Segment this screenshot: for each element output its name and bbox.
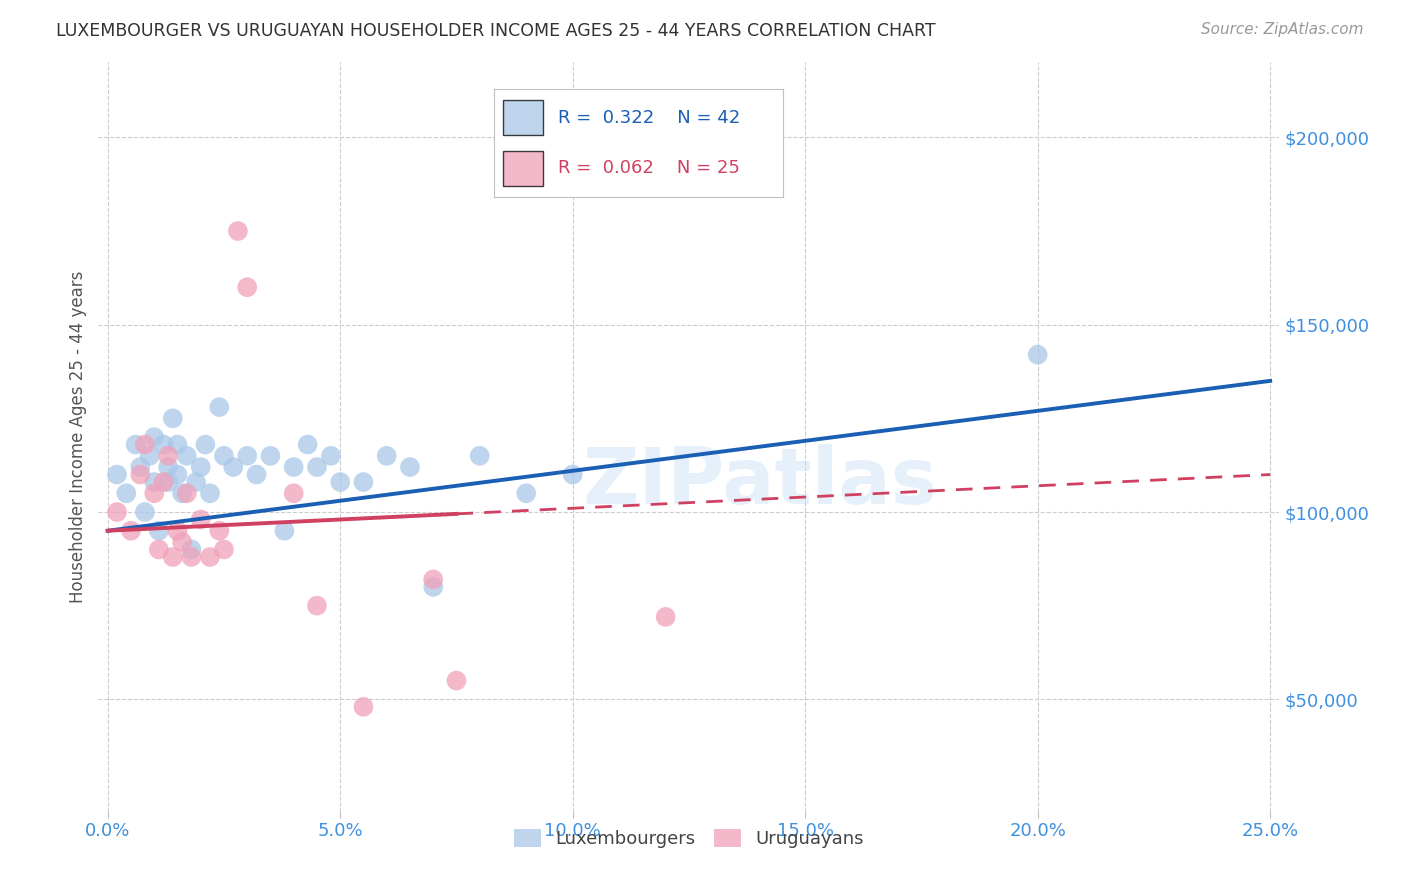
Point <box>148 542 170 557</box>
Point <box>273 524 295 538</box>
Point <box>561 467 583 482</box>
Point <box>222 460 245 475</box>
Point <box>176 486 198 500</box>
Point <box>115 486 138 500</box>
Point <box>152 437 174 451</box>
Point <box>152 475 174 489</box>
Point <box>120 524 142 538</box>
Point <box>375 449 398 463</box>
Point <box>194 437 217 451</box>
Text: Source: ZipAtlas.com: Source: ZipAtlas.com <box>1201 22 1364 37</box>
Point <box>259 449 281 463</box>
Point <box>399 460 422 475</box>
Point <box>208 400 231 414</box>
Point <box>138 449 160 463</box>
Point <box>226 224 249 238</box>
Point <box>212 542 235 557</box>
Point <box>236 449 259 463</box>
Point <box>468 449 491 463</box>
Point <box>172 486 194 500</box>
Point <box>212 449 235 463</box>
Point <box>319 449 342 463</box>
Point <box>105 467 128 482</box>
Point <box>283 486 305 500</box>
Point <box>422 580 444 594</box>
Point <box>190 460 212 475</box>
Point <box>166 524 188 538</box>
Point <box>180 549 202 564</box>
Point <box>129 467 152 482</box>
Point <box>134 505 156 519</box>
Point <box>353 699 375 714</box>
Point <box>129 460 152 475</box>
Point <box>176 449 198 463</box>
Point <box>353 475 375 489</box>
Point <box>124 437 146 451</box>
Text: ZIPatlas: ZIPatlas <box>582 444 938 520</box>
Point <box>148 524 170 538</box>
Y-axis label: Householder Income Ages 25 - 44 years: Householder Income Ages 25 - 44 years <box>69 271 87 603</box>
Point <box>446 673 468 688</box>
Point <box>162 549 184 564</box>
Point <box>654 610 676 624</box>
Point <box>172 535 194 549</box>
Point <box>166 467 188 482</box>
Point <box>184 475 207 489</box>
Point <box>157 460 180 475</box>
Text: LUXEMBOURGER VS URUGUAYAN HOUSEHOLDER INCOME AGES 25 - 44 YEARS CORRELATION CHAR: LUXEMBOURGER VS URUGUAYAN HOUSEHOLDER IN… <box>56 22 936 40</box>
Point <box>198 549 221 564</box>
Point <box>180 542 202 557</box>
Point <box>143 430 166 444</box>
Point <box>297 437 319 451</box>
Point <box>245 467 267 482</box>
Point <box>422 573 444 587</box>
Point <box>134 437 156 451</box>
Point <box>143 475 166 489</box>
Legend: Luxembourgers, Uruguayans: Luxembourgers, Uruguayans <box>506 822 872 855</box>
Point <box>157 475 180 489</box>
Point <box>283 460 305 475</box>
Point <box>329 475 352 489</box>
Point <box>166 437 188 451</box>
Point <box>105 505 128 519</box>
Point <box>1026 348 1049 362</box>
Point <box>236 280 259 294</box>
Point <box>208 524 231 538</box>
Point <box>143 486 166 500</box>
Point <box>198 486 221 500</box>
Point <box>162 411 184 425</box>
Point <box>515 486 537 500</box>
Point <box>157 449 180 463</box>
Point <box>190 512 212 526</box>
Point <box>305 599 328 613</box>
Point <box>305 460 328 475</box>
